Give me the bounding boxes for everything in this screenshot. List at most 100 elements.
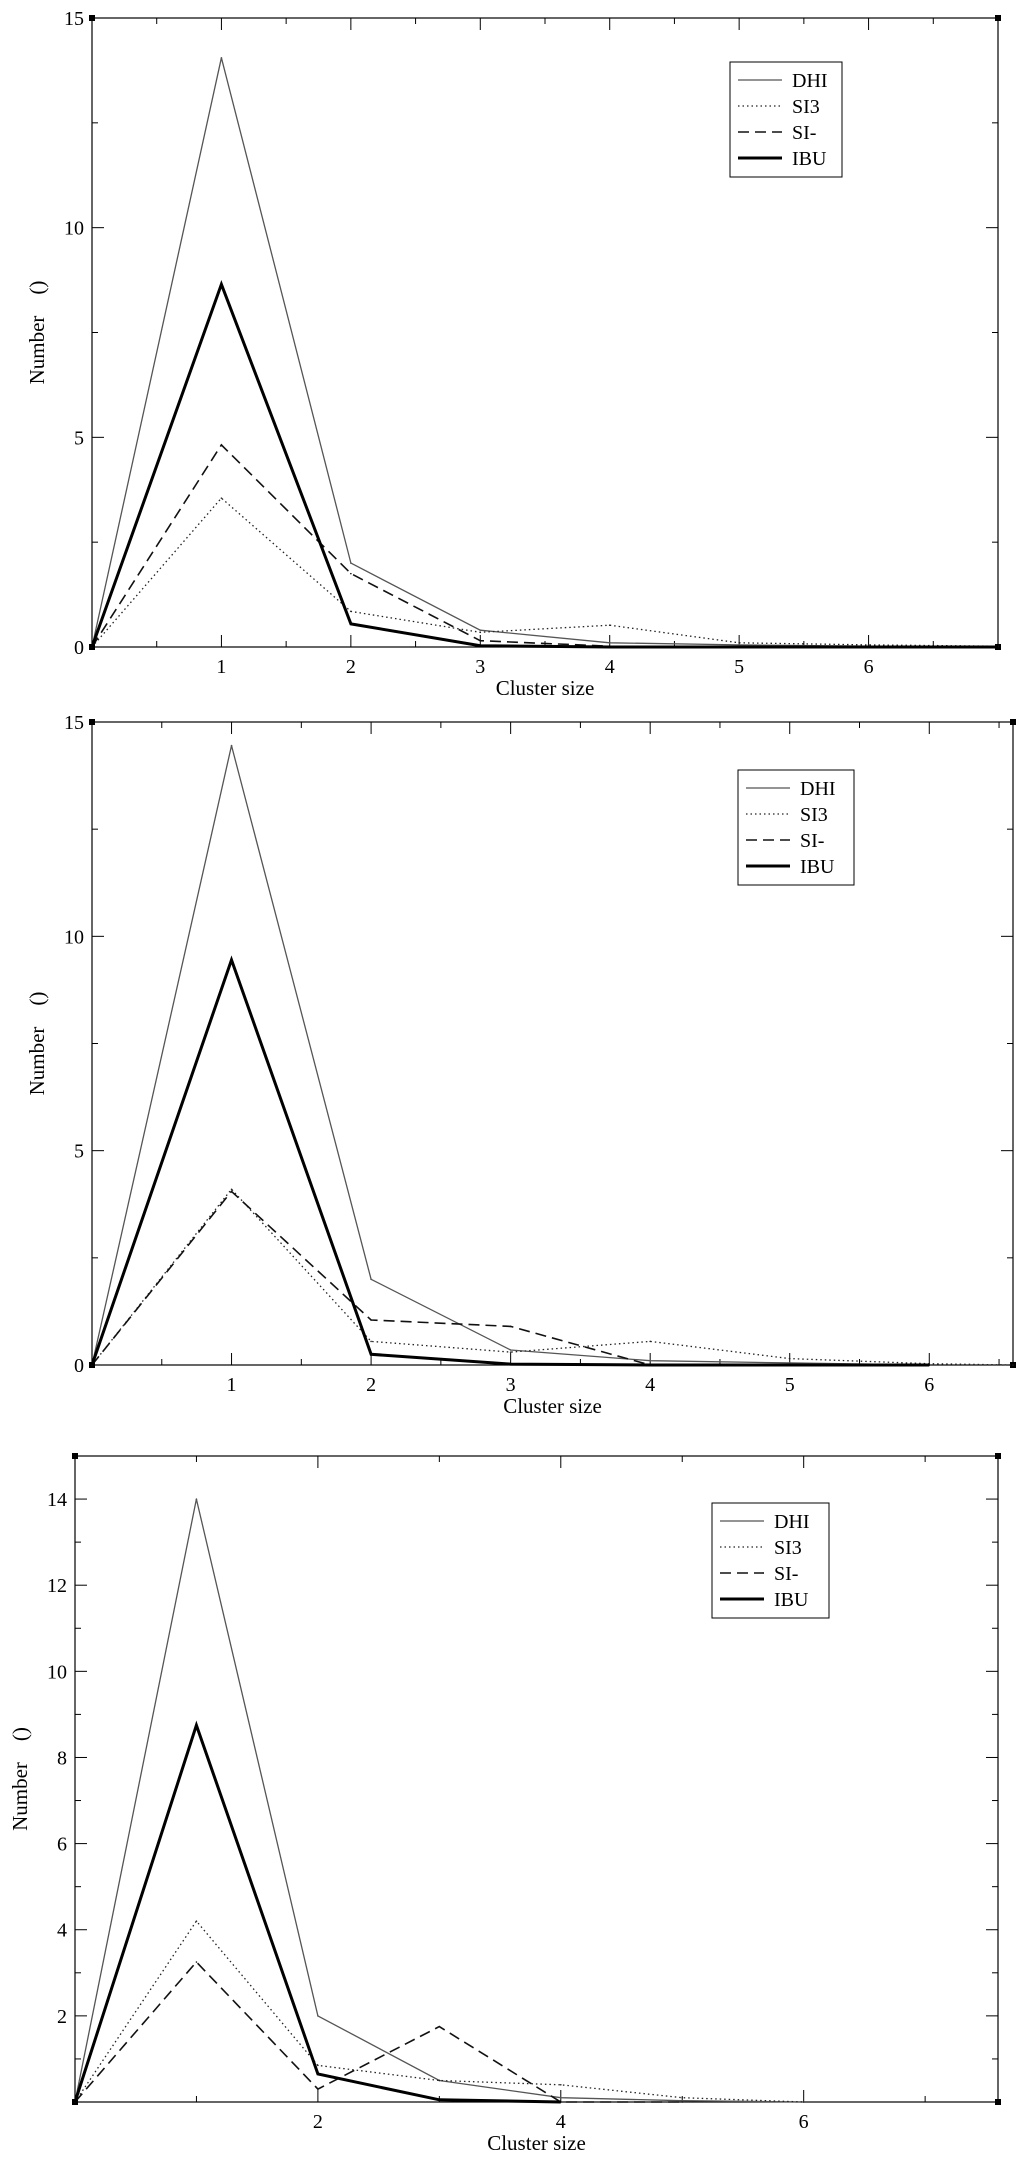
data-point-SI-	[350, 572, 352, 575]
corner-marker	[72, 1453, 78, 1459]
data-point-IBU	[738, 646, 740, 648]
y-tick-label: 5	[74, 1141, 84, 1163]
x-tick-label: 3	[506, 1374, 516, 1396]
y-tick-label: 15	[64, 8, 84, 30]
y-axis-label: Number ()	[25, 992, 49, 1096]
data-point-SI3	[788, 1357, 791, 1360]
data-point-IBU	[928, 1364, 931, 1366]
data-point-DHI	[220, 57, 223, 59]
x-tick-label: 1	[227, 1374, 237, 1396]
series-line-SI3	[74, 1920, 804, 2103]
data-point-SI3	[230, 1188, 233, 1191]
data-point-DHI	[479, 629, 482, 632]
x-tick-label: 4	[556, 2111, 566, 2133]
data-point-DHI	[681, 2099, 684, 2102]
x-tick-label: 5	[734, 656, 744, 678]
data-point-SI3	[681, 2096, 684, 2099]
data-point-SI3	[350, 610, 352, 613]
x-tick-label: 4	[645, 1374, 655, 1396]
data-point-SI3	[317, 2064, 319, 2067]
data-point-DHI	[788, 1362, 791, 1364]
chart-panel-3: 2 4 6 2 4 6 8 10 12 14 Cluster size Number () DHI SI3…	[8, 1453, 1001, 2155]
y-tick-label: 2	[57, 2006, 67, 2028]
legend-label-IBU: IBU	[774, 1589, 809, 1611]
legend-label-SI3: SI3	[800, 804, 828, 826]
x-tick-label: 5	[785, 1374, 795, 1396]
data-point-IBU	[91, 1364, 93, 1366]
legend-label-SI3: SI3	[774, 1537, 802, 1559]
data-point-SI3	[195, 1920, 198, 1922]
series-line-SI3	[91, 1188, 1014, 1366]
data-point-IBU	[195, 1724, 198, 1726]
series-line-IBU	[90, 279, 998, 649]
y-tick-label: 6	[57, 1834, 67, 1856]
data-point-IBU	[649, 1364, 651, 1366]
legend-label-IBU: IBU	[792, 148, 827, 170]
series-line-SI-	[74, 1960, 683, 2103]
data-point-IBU	[559, 2101, 562, 2103]
series-line-DHI	[74, 1498, 804, 2103]
data-point-SI-	[220, 444, 223, 446]
data-point-SI-	[230, 1190, 233, 1193]
data-point-DHI	[317, 2015, 319, 2017]
data-point-SI3	[649, 1340, 651, 1343]
y-tick-label: 5	[74, 427, 84, 449]
x-tick-label: 2	[366, 1374, 376, 1396]
x-tick-label: 2	[313, 2111, 323, 2133]
legend-label-DHI: DHI	[774, 1511, 810, 1533]
legend-label-SI3: SI3	[792, 96, 820, 118]
data-point-IBU	[230, 959, 233, 961]
chart-panel-1: 1 2 3 4 5 6 0 5 10 15 Cluster size Number () DHI SI3 S…	[25, 8, 1001, 700]
x-tick-label: 2	[346, 656, 356, 678]
x-tick-label: 1	[216, 656, 226, 678]
legend: DHI SI3 SI- IBU	[737, 769, 855, 886]
legend-label-DHI: DHI	[792, 70, 828, 92]
x-tick-label: 4	[605, 656, 615, 678]
plot-frame	[74, 1455, 999, 2103]
legend-box	[711, 1502, 830, 1619]
data-point-IBU	[370, 1353, 372, 1356]
data-point-IBU	[91, 646, 93, 648]
data-point-DHI	[509, 1349, 512, 1351]
data-point-SI-	[195, 1961, 198, 1963]
series-line-DHI	[91, 57, 999, 648]
legend-label-SI-: SI-	[774, 1563, 798, 1585]
series-line-SI-	[91, 1190, 930, 1366]
series-line-SI3	[91, 497, 999, 648]
data-point-IBU	[867, 646, 870, 648]
data-point-DHI	[370, 1278, 372, 1281]
plot-frame	[91, 721, 1014, 1366]
data-point-DHI	[608, 642, 611, 644]
corner-marker	[995, 2099, 1001, 2105]
x-axis-label: Cluster size	[503, 1394, 602, 1418]
data-point-DHI	[559, 2096, 562, 2099]
data-point-SI-	[479, 639, 482, 642]
data-point-IBU	[479, 644, 482, 647]
x-tick-label: 6	[799, 2111, 809, 2133]
legend: DHI SI3 SI- IBU	[729, 61, 843, 178]
x-tick-label: 3	[475, 656, 485, 678]
x-tick-label: 6	[864, 656, 874, 678]
data-point-IBU	[788, 1364, 791, 1366]
data-point-SI3	[1012, 1364, 1014, 1366]
data-point-SI3	[608, 624, 611, 626]
legend-label-SI-: SI-	[800, 830, 824, 852]
y-tick-label: 8	[57, 1747, 67, 1769]
data-point-IBU	[74, 2101, 76, 2103]
data-point-SI3	[867, 644, 870, 646]
data-point-SI-	[438, 2025, 441, 2028]
data-point-IBU	[997, 646, 999, 648]
y-tick-label: 10	[47, 1661, 67, 1683]
series-line-IBU	[73, 1720, 561, 2104]
data-point-IBU	[317, 2073, 319, 2075]
y-tick-label: 0	[74, 1355, 84, 1377]
legend-label-IBU: IBU	[800, 856, 835, 878]
data-point-SI3	[479, 631, 482, 634]
legend-box	[737, 769, 855, 886]
data-point-SI3	[559, 2083, 562, 2086]
y-tick-label: 10	[64, 926, 84, 948]
plot-frame	[91, 17, 999, 648]
x-axis-label: Cluster size	[487, 2131, 586, 2155]
legend-label-SI-: SI-	[792, 122, 816, 144]
